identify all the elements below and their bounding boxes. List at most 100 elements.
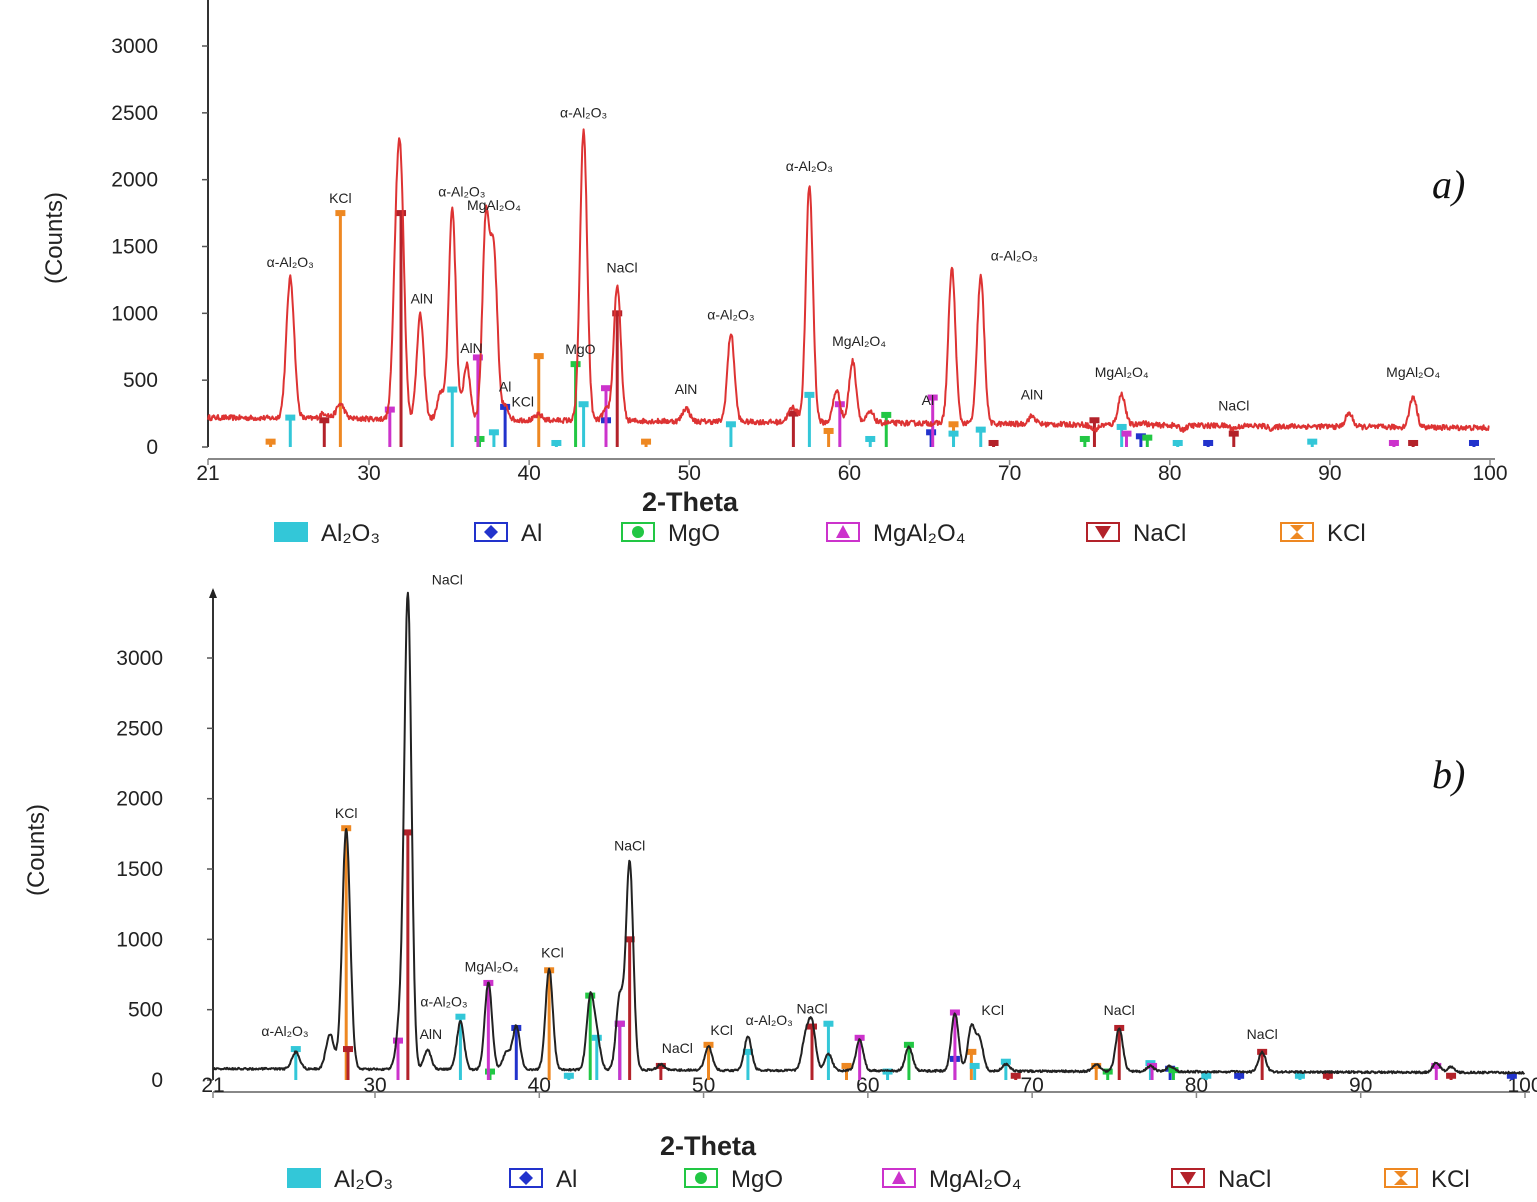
panel-a-peak-annotation: KCl (511, 393, 534, 409)
panel-a-phase-marker-cap (975, 426, 986, 433)
panel-a-phase-marker-cap (500, 403, 511, 410)
panel-a-legend-symbol (632, 526, 644, 538)
panel-a-y-tick-label: 1000 (111, 302, 158, 325)
panel-b-legend: Al₂O₃ Al MgO MgAl₂O₄ NaCl KCl (287, 1166, 1470, 1193)
panel-a-phase-marker-cap (988, 439, 999, 446)
panel-b-phase-marker-cap (591, 1034, 602, 1041)
panel-b-x-tick-label: 40 (528, 1074, 551, 1097)
panel-b-peak-annotation: α-Al₂O₃ (420, 994, 467, 1010)
panel-a-legend: Al₂O₃ Al MgO MgAl₂O₄ NaCl KCl (274, 520, 1366, 547)
panel-a-phase-marker-cap (804, 391, 815, 398)
panel-b-legend-label: Al₂O₃ (334, 1166, 393, 1193)
panel-a-phase-marker-cap (927, 394, 938, 401)
panel-b-phase-marker-cap (624, 936, 635, 943)
panel-a-peak-annotation: NaCl (1218, 397, 1249, 413)
panel-a-peak-annotation: α-Al₂O₃ (267, 254, 314, 270)
panel-b-peak-annotation: AlN (420, 1026, 443, 1042)
panel-a-peak-annotation: KCl (329, 190, 352, 206)
panel-b-x-tick-label: 100 (1507, 1074, 1537, 1097)
panel-a-legend-item: Al (474, 520, 542, 547)
panel-b-y-tick-label: 500 (128, 999, 163, 1022)
panel-a-phase-marker-cap (447, 386, 458, 393)
panel-b-phase-markers (290, 825, 1517, 1080)
panel-a-peak-annotation: α-Al₂O₃ (560, 105, 607, 121)
panel-b-phase-marker-cap (807, 1023, 817, 1030)
panel-a-phase-markers (265, 210, 1479, 447)
panel-a-legend-label: KCl (1327, 520, 1366, 547)
panel-b-peak-annotation: NaCl (662, 1040, 693, 1056)
panel-a-phase-marker-cap (1228, 430, 1239, 437)
panel-a-y-tick-label: 0 (146, 436, 158, 459)
panel-b-label: b) (1432, 752, 1465, 797)
panel-b-peak-annotation: MgAl₂O₄ (465, 959, 519, 975)
panel-a-x-tick-label: 100 (1472, 462, 1507, 485)
panel-a-phase-marker-cap (1203, 439, 1214, 446)
panel-a-legend-item: MgAl₂O₄ (826, 520, 965, 547)
panel-a-legend-label: Al (521, 520, 542, 547)
panel-a-chart: 0 500 1000 1500 2000 2500 3000 21 30 40 50 60 70 80 90… (41, 0, 1508, 547)
panel-b-legend-label: Al (556, 1166, 577, 1193)
panel-a-phase-marker-cap (570, 361, 581, 368)
panel-a-x-tick-label: 60 (838, 462, 861, 485)
panel-a-phase-marker-cap (1388, 439, 1399, 446)
y-axis-arrow (209, 588, 217, 598)
panel-b-phase-marker-cap (485, 1068, 495, 1075)
panel-b-peak-annotation: α-Al₂O₃ (746, 1012, 793, 1028)
panel-a-x-tick-label: 21 (196, 462, 219, 485)
panel-a-peak-annotation: AlN (411, 290, 434, 306)
panel-b-phase-marker-cap (614, 1020, 625, 1027)
panel-a-legend-label: MgO (668, 520, 720, 547)
panel-b-phase-marker-cap (1168, 1067, 1179, 1074)
panel-b-phase-marker-cap (393, 1037, 403, 1044)
panel-b-x-tick-label: 70 (1020, 1074, 1043, 1097)
panel-b-phase-marker-cap (290, 1046, 301, 1053)
panel-b-peak-annotation: KCl (710, 1022, 733, 1038)
panel-b-phase-marker-cap (455, 1013, 466, 1020)
panel-a-phase-marker-cap (601, 385, 612, 392)
panel-b-legend-item: NaCl (1171, 1166, 1271, 1193)
panel-b-y-tick-label: 0 (151, 1069, 163, 1092)
panel-a-legend-symbol (1290, 525, 1304, 539)
panel-b-x-tick-label: 21 (201, 1074, 224, 1097)
panel-b-diffraction-line (212, 591, 1526, 1075)
panel-a-phase-marker-cap (551, 439, 562, 446)
panel-b-peak-annotation: NaCl (432, 572, 463, 588)
panel-a-phase-marker-cap (533, 353, 544, 360)
panel-a-x-tick-label: 70 (998, 462, 1021, 485)
panel-a-phase-marker-cap (319, 417, 330, 424)
panel-a-phase-marker-cap (1089, 417, 1100, 424)
panel-a-x-tick-label: 80 (1158, 462, 1181, 485)
panel-b-x-tick-label: 30 (363, 1074, 386, 1097)
panel-b-legend-symbol (1180, 1172, 1196, 1185)
panel-b-phase-marker-cap (1322, 1072, 1333, 1079)
panel-b-legend-item: KCl (1384, 1166, 1470, 1193)
panel-b-legend-item: Al (509, 1166, 577, 1193)
panel-b-peak-annotation: NaCl (1104, 1002, 1135, 1018)
panel-a-peak-annotation: MgAl₂O₄ (832, 333, 886, 349)
panel-a-phase-marker-cap (881, 411, 892, 418)
panel-b-y-axis-label: (Counts) (23, 804, 50, 896)
panel-b-peak-annotation: KCl (981, 1002, 1004, 1018)
panel-b-legend-label: NaCl (1218, 1166, 1271, 1193)
panel-a-phase-marker-cap (396, 210, 407, 217)
panel-b-phase-marker-cap (402, 829, 413, 836)
panel-a-peak-annotation: Al (922, 392, 934, 408)
panel-a-peak-annotation: MgO (565, 341, 595, 357)
panel-b-phase-marker-cap (563, 1072, 574, 1079)
panel-b-x-tick-label: 60 (856, 1074, 879, 1097)
panel-a-peak-annotation: MgAl₂O₄ (1386, 364, 1440, 380)
panel-b-x-tick-label: 80 (1185, 1074, 1208, 1097)
panel-b-phase-marker-cap (1234, 1072, 1245, 1079)
panel-b-x-axis-label: 2-Theta (660, 1131, 757, 1161)
panel-b-legend-item: MgAl₂O₄ (882, 1166, 1021, 1193)
panel-b-phase-marker-cap (1506, 1072, 1517, 1079)
panel-a-legend-symbol (1095, 526, 1111, 539)
panel-b-legend-symbol (695, 1172, 707, 1184)
panel-a-phase-marker-cap (641, 438, 652, 445)
panel-a-x-tick-label: 50 (678, 462, 701, 485)
panel-a-peak-annotation: NaCl (606, 260, 637, 276)
panel-a-phase-marker-cap (1307, 438, 1318, 445)
panel-b-x-tick-label: 50 (692, 1074, 715, 1097)
panel-a-legend-item: Al₂O₃ (274, 520, 380, 547)
panel-b-x-tick-label: 90 (1349, 1074, 1372, 1097)
